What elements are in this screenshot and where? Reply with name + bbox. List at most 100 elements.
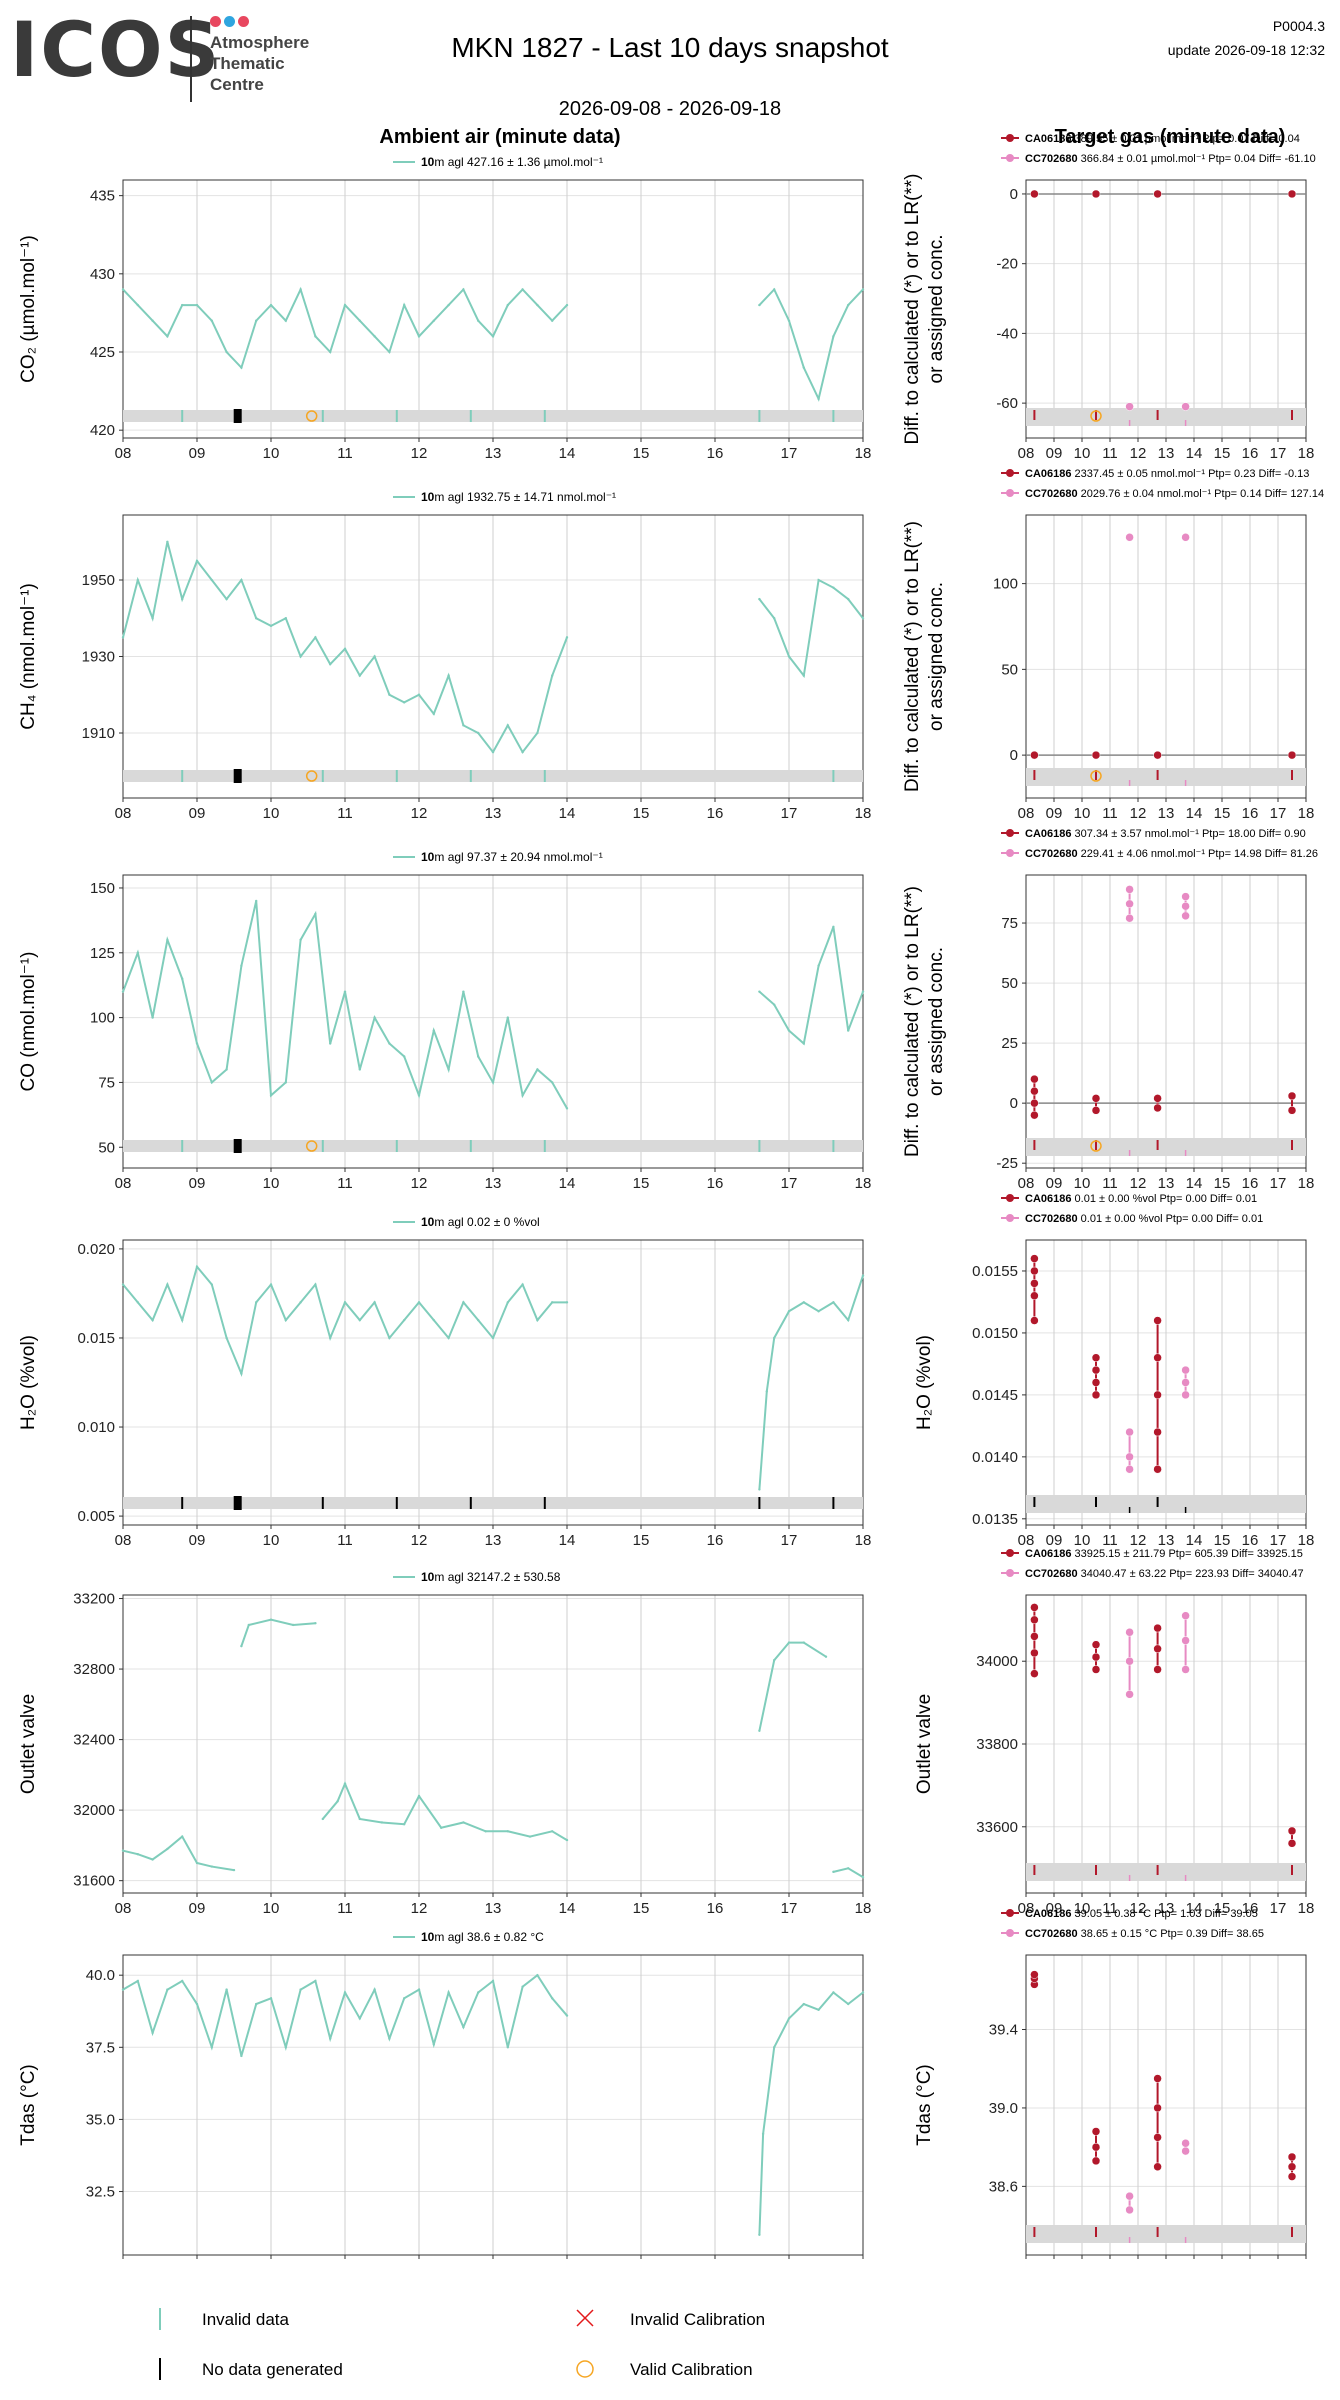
x-tick-label: 10 xyxy=(1074,1532,1091,1549)
ambient-data-point xyxy=(861,1991,865,1994)
x-tick-label: 16 xyxy=(707,805,724,822)
ambient-data-point xyxy=(121,990,125,993)
ambient-data-point xyxy=(255,1301,258,1304)
x-tick-label: 08 xyxy=(1018,445,1035,462)
ca06186-point xyxy=(1153,2133,1162,2142)
y-tick-label: 0 xyxy=(1010,1095,1018,1112)
ambient-data-point xyxy=(521,288,524,291)
ambient-series-line xyxy=(758,287,864,402)
x-tick-label: 12 xyxy=(1130,445,1147,462)
x-tick-label: 13 xyxy=(1158,1900,1175,1917)
ambient-data-point xyxy=(832,1301,835,1304)
ambient-data-point xyxy=(329,1042,332,1045)
x-tick-label: 15 xyxy=(633,1175,650,1192)
ambient-data-point xyxy=(802,2002,805,2006)
valid-calibration-marker xyxy=(305,770,318,782)
x-tick-label: 09 xyxy=(189,1900,206,1917)
ambient-data-point xyxy=(240,1644,243,1648)
x-tick-label: 17 xyxy=(1270,1900,1287,1917)
ambient-data-point xyxy=(832,335,835,338)
ambient-data-point xyxy=(484,1830,487,1833)
y-tick-label: -20 xyxy=(996,256,1018,273)
ca06186-point xyxy=(1153,1464,1162,1474)
ambient-data-point xyxy=(462,2025,465,2029)
ambient-series-line xyxy=(322,1781,568,1841)
x-tick-label: 14 xyxy=(559,1175,576,1192)
ambient-data-point xyxy=(195,1861,199,1865)
ambient-data-point xyxy=(269,624,273,628)
ambient-data-point xyxy=(255,617,258,620)
ambient-data-point xyxy=(299,1301,302,1304)
cc702680-point xyxy=(1125,1464,1134,1474)
ambient-data-point xyxy=(151,1858,154,1861)
y-tick-label: 1950 xyxy=(82,572,115,589)
x-tick-label: 10 xyxy=(1074,1900,1091,1917)
x-tick-label: 18 xyxy=(855,445,872,462)
x-tick-label: 09 xyxy=(189,805,206,822)
ambient-data-point xyxy=(136,1853,139,1856)
ambient-data-point xyxy=(787,1029,791,1032)
x-tick-label: 13 xyxy=(485,805,502,822)
x-tick-label: 18 xyxy=(1298,805,1315,822)
ambient-data-point xyxy=(491,335,495,338)
x-tick-label: 08 xyxy=(115,805,132,822)
ambient-data-point xyxy=(773,1336,776,1340)
ambient-data-point xyxy=(861,1274,865,1277)
ambient-data-point xyxy=(151,1016,154,1019)
y-tick-label: 38.6 xyxy=(989,2178,1018,2195)
no-data-block xyxy=(233,1139,242,1153)
x-tick-label: 15 xyxy=(1214,1175,1231,1192)
target-legend-5-text: CA06186 307.34 ± 3.57 nmol.mol⁻¹ Ptp= 18… xyxy=(1025,828,1306,840)
ambient-data-point xyxy=(551,1081,554,1084)
x-tick-label: 09 xyxy=(1046,445,1063,462)
ca06186-point xyxy=(1287,2162,1297,2172)
x-tick-label: 16 xyxy=(707,1532,724,1549)
ambient-data-point xyxy=(329,350,332,354)
ambient-data-point xyxy=(373,1016,376,1019)
x-tick-label: 09 xyxy=(189,1175,206,1192)
x-tick-label: 16 xyxy=(1242,1900,1259,1917)
ambient-data-point xyxy=(181,977,184,980)
ambient-data-point xyxy=(358,1068,361,1071)
x-tick-label: 11 xyxy=(1102,1175,1118,1192)
ambient-data-point xyxy=(506,1301,509,1304)
x-tick-label: 17 xyxy=(781,1900,798,1917)
target-legend-7-text: CA06186 0.01 ± 0.00 %vol Ptp= 0.00 Diff=… xyxy=(1025,1193,1257,1205)
ambient-data-point xyxy=(787,655,791,658)
ambient-data-point xyxy=(565,303,569,307)
ambient-data-point xyxy=(181,1318,184,1322)
ambient-data-point xyxy=(240,366,243,369)
x-tick-label: 12 xyxy=(1130,1900,1147,1917)
ambient-data-point xyxy=(847,1318,850,1322)
target-legend-1-swatch-dot xyxy=(1006,154,1014,162)
ambient-data-point xyxy=(536,731,539,735)
ambient-data-point xyxy=(432,319,435,322)
y-tick-label: 0.010 xyxy=(77,1419,115,1436)
x-tick-label: 17 xyxy=(781,1532,798,1549)
charts-canvas: 420 425 430 435 08 09 10 11 12 13 14 15 16 17 18 10m ag… xyxy=(18,133,1324,2259)
ambient-data-point xyxy=(380,1821,384,1824)
ambient-data-point xyxy=(210,578,213,582)
logo-subtitle-line-3: Centre xyxy=(210,75,264,94)
target-ylabel-7: H₂O (%vol) xyxy=(914,1335,935,1430)
no-data-block xyxy=(233,769,242,783)
ambient-data-point xyxy=(388,1042,391,1045)
x-tick-label: 14 xyxy=(559,445,576,462)
y-tick-label: 0.0135 xyxy=(972,1511,1018,1528)
x-tick-label: 17 xyxy=(1270,805,1287,822)
x-tick-label: 09 xyxy=(1046,1900,1063,1917)
ambient-data-point xyxy=(240,1372,243,1375)
ambient-ylabel-2-text: CH₄ (nmol.mol⁻¹) xyxy=(18,583,39,730)
ambient-data-point xyxy=(521,1985,524,1988)
ca06186-point xyxy=(1153,1316,1162,1325)
x-tick-label: 11 xyxy=(1102,1532,1118,1549)
ambient-data-point xyxy=(136,1979,139,1983)
x-tick-label: 09 xyxy=(1046,1175,1063,1192)
y-tick-label: -40 xyxy=(996,325,1018,342)
ambient-data-point xyxy=(151,319,154,322)
ambient-data-point xyxy=(358,1817,361,1821)
ambient-series-line xyxy=(122,1835,235,1872)
ca06186-point xyxy=(1091,189,1101,199)
ambient-data-point xyxy=(565,2014,569,2017)
